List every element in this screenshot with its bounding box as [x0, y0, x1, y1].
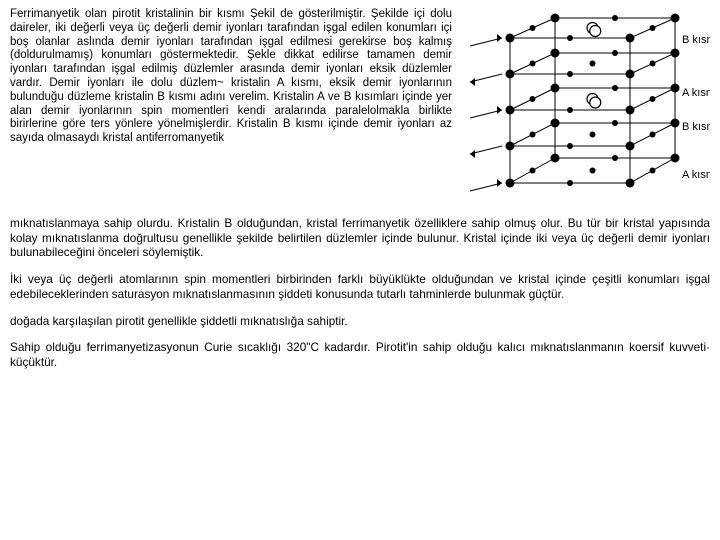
svg-text:B kısmı: B kısmı — [682, 34, 710, 46]
svg-text:B kısmı: B kısmı — [682, 121, 710, 133]
figure-container: B kısmı A kısmı B kısmı A kısmı — [460, 8, 710, 208]
crystal-diagram: B kısmı A kısmı B kısmı A kısmı — [460, 8, 710, 208]
paragraph-2: mıknatıslanmaya sahip olurdu. Kristalin … — [10, 216, 710, 260]
svg-text:A kısmı: A kısmı — [682, 169, 710, 181]
paragraph-4: doğada karşılaşılan pirotit genellikle ş… — [10, 314, 710, 329]
paragraph-1: Ferrimanyetik olan pirotit kristalinin b… — [10, 8, 452, 146]
top-row: Ferrimanyetik olan pirotit kristalinin b… — [10, 8, 710, 208]
paragraph-5: Sahip olduğu ferrimanyetizasyonun Curie … — [10, 340, 710, 369]
svg-text:A kısmı: A kısmı — [682, 87, 710, 99]
page: Ferrimanyetik olan pirotit kristalinin b… — [0, 0, 720, 540]
paragraph-3: İki veya üç değerli atomlarının spin mom… — [10, 272, 710, 301]
